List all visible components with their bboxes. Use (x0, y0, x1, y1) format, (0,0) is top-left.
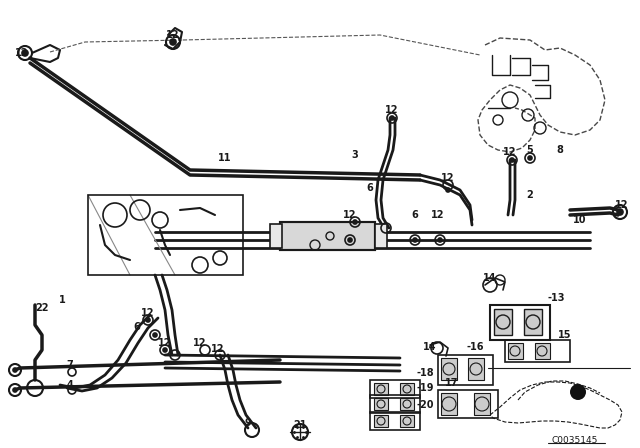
Text: 8: 8 (557, 145, 563, 155)
Text: 12: 12 (193, 338, 207, 348)
Text: 22: 22 (35, 303, 49, 313)
Text: 17: 17 (445, 378, 459, 388)
Circle shape (13, 368, 17, 372)
Circle shape (510, 158, 514, 162)
Bar (441, 393, 457, 415)
Text: 21: 21 (293, 420, 307, 430)
Bar (535, 343, 550, 359)
Circle shape (617, 209, 623, 215)
Text: 9: 9 (244, 418, 252, 428)
Bar (374, 383, 388, 395)
Bar (400, 383, 414, 395)
Bar (494, 309, 512, 335)
Circle shape (413, 238, 417, 242)
Text: 5: 5 (527, 145, 533, 155)
Text: 6: 6 (412, 210, 419, 220)
Circle shape (146, 318, 150, 322)
Text: 4: 4 (67, 380, 74, 390)
Bar (375, 224, 387, 248)
Text: 12: 12 (503, 147, 516, 157)
Bar (374, 415, 388, 427)
Text: 1: 1 (59, 295, 65, 305)
Bar (490, 305, 550, 340)
Text: 15: 15 (558, 330, 572, 340)
Bar (370, 380, 420, 398)
Text: 12: 12 (158, 338, 172, 348)
Bar (370, 395, 420, 413)
Bar (370, 412, 420, 430)
Circle shape (163, 348, 167, 352)
Text: 6: 6 (367, 183, 373, 193)
Bar (438, 390, 498, 418)
Circle shape (528, 156, 532, 160)
Text: 12: 12 (431, 210, 445, 220)
Circle shape (170, 39, 176, 45)
Text: 10: 10 (573, 215, 587, 225)
Bar (280, 222, 375, 250)
Text: C0035145: C0035145 (552, 435, 598, 444)
Bar (280, 222, 375, 250)
Circle shape (353, 220, 357, 224)
Text: 12: 12 (615, 200, 628, 210)
Text: 12: 12 (385, 105, 399, 115)
Text: 14: 14 (423, 342, 436, 352)
Text: 11: 11 (218, 153, 232, 163)
Bar (88, 195, 243, 275)
Text: -19: -19 (416, 383, 434, 393)
Text: 2: 2 (527, 190, 533, 200)
Text: -18: -18 (416, 368, 434, 378)
Circle shape (438, 238, 442, 242)
Circle shape (22, 50, 28, 56)
Text: 12: 12 (141, 308, 155, 318)
Bar (400, 415, 414, 427)
Circle shape (153, 333, 157, 337)
Bar (524, 309, 542, 335)
Bar (270, 224, 282, 248)
Text: 12: 12 (15, 48, 29, 58)
Text: 3: 3 (351, 150, 358, 160)
Bar (441, 358, 457, 380)
Text: -16: -16 (467, 342, 484, 352)
Bar (400, 398, 414, 410)
Bar (508, 343, 523, 359)
Bar (438, 355, 493, 385)
Bar (474, 393, 490, 415)
Circle shape (348, 238, 352, 242)
Text: 7: 7 (67, 360, 74, 370)
Bar (374, 398, 388, 410)
Circle shape (446, 188, 450, 192)
Text: -13: -13 (547, 293, 564, 303)
Text: 14: 14 (483, 273, 497, 283)
Text: -20: -20 (416, 400, 434, 410)
Text: 12: 12 (166, 30, 180, 40)
Circle shape (390, 116, 394, 120)
Text: 6: 6 (134, 322, 140, 332)
Bar (505, 340, 570, 362)
Bar (468, 358, 484, 380)
Text: 12: 12 (343, 210, 356, 220)
Circle shape (13, 388, 17, 392)
Text: 12: 12 (211, 344, 225, 354)
Circle shape (570, 384, 586, 400)
Text: 12: 12 (441, 173, 455, 183)
